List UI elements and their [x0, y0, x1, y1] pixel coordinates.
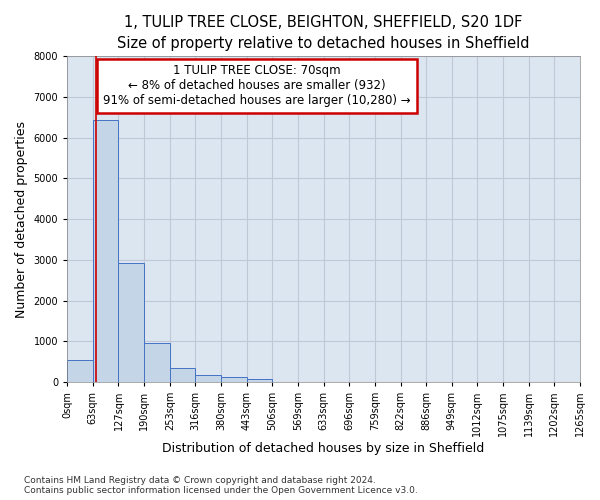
- Bar: [221, 378, 247, 382]
- Bar: [93, 120, 118, 382]
- Bar: [196, 376, 221, 382]
- X-axis label: Distribution of detached houses by size in Sheffield: Distribution of detached houses by size …: [163, 442, 485, 455]
- Bar: [170, 368, 196, 382]
- Text: 1 TULIP TREE CLOSE: 70sqm
← 8% of detached houses are smaller (932)
91% of semi-: 1 TULIP TREE CLOSE: 70sqm ← 8% of detach…: [103, 64, 411, 108]
- Bar: [247, 379, 272, 382]
- Text: Contains HM Land Registry data © Crown copyright and database right 2024.
Contai: Contains HM Land Registry data © Crown c…: [24, 476, 418, 495]
- Bar: [118, 262, 144, 382]
- Bar: [67, 360, 93, 382]
- Title: 1, TULIP TREE CLOSE, BEIGHTON, SHEFFIELD, S20 1DF
Size of property relative to d: 1, TULIP TREE CLOSE, BEIGHTON, SHEFFIELD…: [118, 15, 530, 51]
- Bar: [144, 343, 170, 382]
- Y-axis label: Number of detached properties: Number of detached properties: [15, 120, 28, 318]
